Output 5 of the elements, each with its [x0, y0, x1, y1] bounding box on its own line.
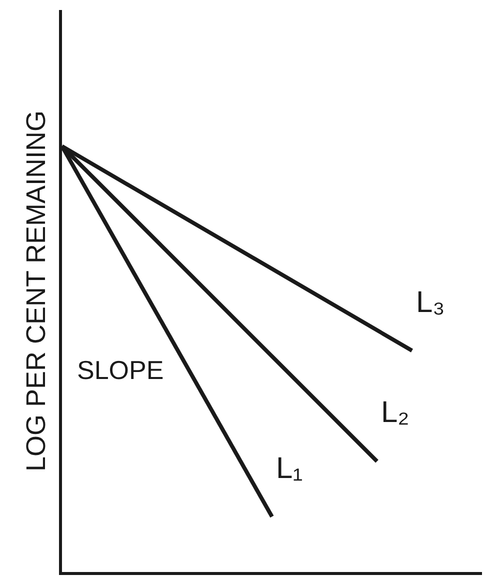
series-label: L₃	[416, 286, 445, 319]
series-label: L₂	[381, 396, 410, 429]
series-label: L₁	[276, 452, 303, 485]
annotation: SLOPE	[77, 355, 164, 385]
y-axis-title: LOG PER CENT REMAINING	[21, 110, 52, 472]
